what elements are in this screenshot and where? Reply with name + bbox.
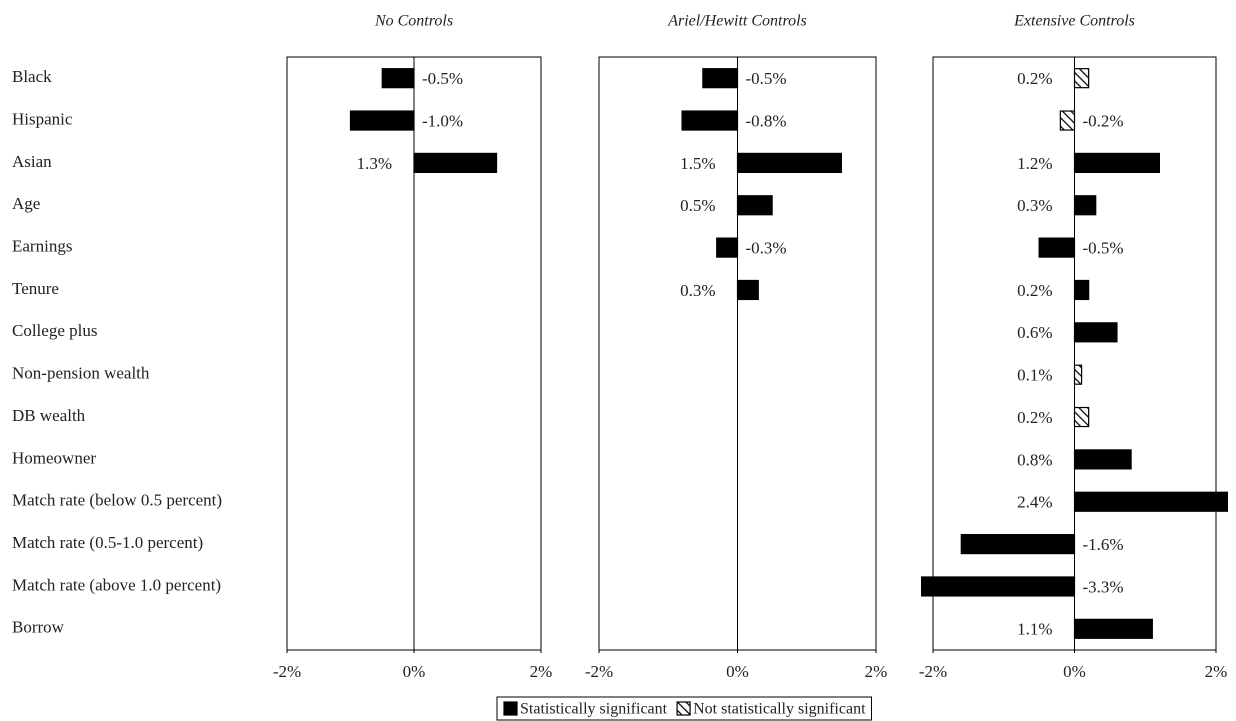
bar (1038, 237, 1076, 258)
value-label: -0.5% (746, 69, 787, 88)
category-label: Tenure (12, 279, 59, 298)
value-label: 0.2% (1017, 281, 1052, 300)
category-label: Hispanic (12, 109, 73, 128)
value-label: -1.6% (1083, 535, 1124, 554)
x-tick-label: 2% (865, 662, 888, 681)
bars (349, 68, 498, 173)
bar (1073, 279, 1090, 301)
legend-box (496, 696, 873, 721)
category-label: Black (12, 67, 52, 86)
x-tick-label: 2% (1205, 662, 1228, 681)
category-label: College plus (12, 321, 97, 340)
category-label: Age (12, 194, 40, 213)
x-tick-label: -2% (585, 662, 613, 681)
value-label: -1.0% (422, 111, 463, 130)
value-label: 1.5% (680, 154, 715, 173)
bars (681, 68, 842, 301)
legend-swatch (503, 701, 518, 716)
value-label: 0.2% (1017, 69, 1052, 88)
value-label: 0.2% (1017, 408, 1052, 427)
bar (702, 68, 739, 89)
value-label: -0.2% (1083, 111, 1124, 130)
value-label: -3.3% (1083, 577, 1124, 596)
bar (1073, 152, 1161, 173)
x-tick-label: -2% (919, 662, 947, 681)
category-label: Asian (12, 152, 52, 171)
x-tick-label: 0% (1063, 662, 1086, 681)
value-label: 2.4% (1017, 493, 1052, 512)
bar (1073, 449, 1132, 470)
x-tick-label: 2% (530, 662, 553, 681)
value-label: -0.3% (746, 239, 787, 258)
bar (1073, 491, 1228, 512)
category-label: Match rate (0.5-1.0 percent) (12, 533, 203, 552)
bar (1073, 618, 1153, 639)
category-label: Match rate (above 1.0 percent) (12, 575, 221, 594)
x-tick-label: 0% (726, 662, 749, 681)
bar (681, 110, 739, 131)
value-label: 0.1% (1017, 366, 1052, 385)
bar (1073, 195, 1097, 216)
bar (736, 195, 773, 216)
bar (413, 152, 498, 173)
value-label: 1.2% (1017, 154, 1052, 173)
legend-label: Not statistically significant (693, 701, 866, 718)
category-label: Borrow (12, 618, 65, 637)
bar (1073, 364, 1083, 385)
bar (960, 534, 1076, 555)
value-label: 0.3% (1017, 196, 1052, 215)
bar (1073, 322, 1118, 343)
value-label: 0.5% (680, 196, 715, 215)
bar (716, 237, 739, 258)
bar (349, 110, 415, 131)
bar (736, 152, 842, 173)
category-label: Non-pension wealth (12, 364, 150, 383)
x-tick-label: 0% (403, 662, 426, 681)
value-label: -0.5% (422, 69, 463, 88)
category-label: Earnings (12, 237, 72, 256)
value-label: -0.8% (746, 111, 787, 130)
panel-title: No Controls (374, 13, 453, 30)
value-label: 0.6% (1017, 323, 1052, 342)
panel-title: Ariel/Hewitt Controls (667, 13, 807, 30)
category-label: Match rate (below 0.5 percent) (12, 491, 222, 510)
category-label: Homeowner (12, 448, 96, 467)
bar (736, 279, 759, 301)
bar (381, 68, 415, 89)
value-label: 1.1% (1017, 620, 1052, 639)
panel-title: Extensive Controls (1013, 13, 1135, 30)
bar (1073, 406, 1090, 428)
value-label: 0.3% (680, 281, 715, 300)
value-label: -0.5% (1083, 239, 1124, 258)
x-tick-label: -2% (273, 662, 301, 681)
category-label: DB wealth (12, 406, 86, 425)
legend: Statistically significant Not statistical… (496, 696, 873, 721)
bar (1073, 68, 1090, 89)
value-label: 1.3% (357, 154, 392, 173)
legend-label: Statistically significant (520, 701, 668, 718)
bar (1059, 110, 1076, 131)
legend-swatch (676, 701, 691, 716)
value-label: 0.8% (1017, 450, 1052, 469)
